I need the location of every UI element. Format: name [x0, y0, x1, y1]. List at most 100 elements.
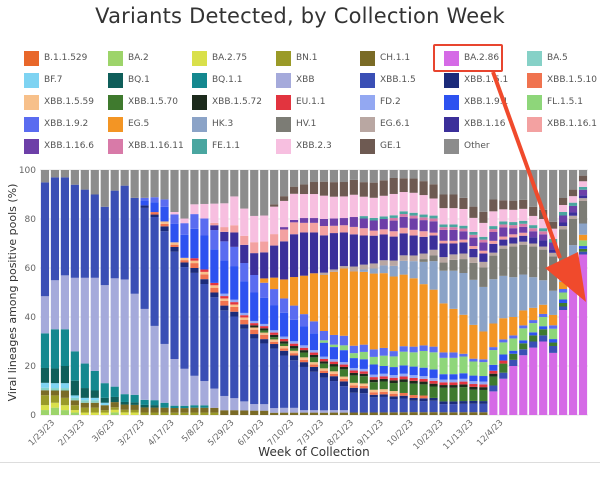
bar-segment	[70, 397, 79, 401]
bar-segment	[80, 363, 89, 389]
bar-segment	[309, 218, 319, 223]
bar-segment	[309, 170, 319, 183]
bar-segment	[160, 221, 169, 224]
legend-item[interactable]: BA.5	[527, 50, 568, 66]
bar-segment	[200, 269, 209, 272]
legend-item[interactable]: XBB	[276, 72, 315, 88]
legend-item[interactable]: BA.2.75	[192, 50, 247, 66]
bar-segment	[319, 342, 329, 357]
bar-segment	[260, 326, 269, 329]
bar-segment	[399, 412, 408, 415]
bar-segment	[529, 335, 538, 342]
bar-segment	[329, 269, 339, 272]
bar-segment	[479, 376, 488, 382]
bar-segment	[489, 323, 498, 348]
bar-segment	[419, 259, 428, 262]
legend-item[interactable]: XBB.1.16.1	[527, 116, 597, 132]
bar-segment	[469, 206, 478, 218]
legend-item[interactable]: XBB.2.3	[276, 138, 332, 154]
bar-segment	[459, 253, 468, 260]
bar-segment	[329, 373, 339, 377]
legend-item[interactable]: EG.5	[108, 116, 149, 132]
legend-item[interactable]: BQ.1.1	[192, 72, 242, 88]
bar-segment	[399, 392, 408, 396]
bar-segment	[319, 272, 329, 275]
legend-item[interactable]: XBB.1.5.59	[24, 94, 94, 110]
bar-segment	[260, 297, 269, 324]
bar-segment	[369, 382, 378, 390]
legend-item[interactable]: BA.2	[108, 50, 149, 66]
bar-segment	[100, 206, 109, 286]
bar-segment	[170, 247, 179, 252]
legend-item[interactable]: XBB.1.16.6	[24, 138, 94, 154]
bar-segment	[429, 218, 438, 222]
bar-segment	[200, 407, 209, 413]
bar-segment	[210, 287, 219, 293]
bar-segment	[220, 298, 229, 301]
stacked-bar-chart: 0 20 40 60 80 100 1/23/23 2/13/23 3/6/23 3/27/23 4…	[6, 166, 588, 459]
bar-segment	[359, 170, 368, 183]
bar-segment	[429, 235, 438, 250]
legend-item[interactable]: XBB.1.5.72	[192, 94, 262, 110]
bar-segment	[150, 214, 159, 218]
x-tick-label: 5/8/23	[180, 418, 206, 444]
legend-item[interactable]: BQ.1	[108, 72, 150, 88]
legend-swatch	[444, 116, 459, 132]
bar-segment	[160, 231, 169, 344]
legend-label: BA.2.75	[212, 53, 248, 63]
legend-item[interactable]: HV.1	[276, 116, 316, 132]
bar-segment	[439, 270, 448, 304]
bar-segment	[529, 225, 538, 229]
bar-segment	[399, 227, 408, 234]
legend-item[interactable]: XBB.1.5	[360, 72, 416, 88]
legend-item[interactable]: FD.2	[360, 94, 401, 110]
x-tick-label: 10/23/23	[412, 418, 446, 452]
bar-segment	[469, 234, 478, 238]
bar-segment	[459, 387, 468, 402]
legend-item[interactable]: EG.6.1	[360, 116, 410, 132]
legend-item[interactable]: XBB.1.5.70	[108, 94, 178, 110]
legend-item[interactable]: XBB.1.16.11	[108, 138, 184, 154]
legend-item[interactable]: EU.1.1	[276, 94, 325, 110]
bar-segment	[479, 239, 488, 243]
bar-segment	[409, 255, 418, 262]
legend-item[interactable]: B.1.1.529	[24, 50, 87, 66]
bar-segment	[389, 375, 398, 378]
bar-segment	[289, 407, 299, 413]
legend-item[interactable]: BF.7	[24, 72, 63, 88]
bar-segment	[319, 331, 329, 341]
bar-segment	[519, 220, 528, 224]
legend-item[interactable]: BA.2.86	[444, 50, 499, 66]
bar-segment	[389, 380, 398, 384]
x-tick-label: 1/23/23	[27, 418, 57, 448]
legend-item[interactable]: GE.1	[360, 138, 401, 154]
legend-item[interactable]: FE.1.1	[192, 138, 240, 154]
legend-swatch	[108, 116, 123, 132]
legend-item[interactable]: HK.3	[192, 116, 233, 132]
bar-segment	[369, 170, 378, 183]
legend-item[interactable]: XBB.1.9.2	[24, 116, 88, 132]
legend-item[interactable]: BN.1	[276, 50, 318, 66]
bar-segment	[568, 274, 578, 278]
bar-segment	[349, 179, 358, 195]
legend-item[interactable]: XBB.1.5.10	[527, 72, 597, 88]
bar-segment	[50, 329, 60, 369]
bar-segment	[70, 405, 79, 411]
bar-segment	[539, 329, 548, 336]
bar-segment	[549, 242, 558, 250]
bar-segment	[309, 182, 319, 195]
legend-item[interactable]: XBB.1.5.1	[444, 72, 508, 88]
legend-item[interactable]: FL.1.5.1	[527, 94, 583, 110]
bar-segment	[499, 342, 508, 355]
bar-segment	[429, 198, 438, 216]
bar-segment	[70, 277, 79, 352]
legend-item[interactable]: XBB.1.9.1	[444, 94, 508, 110]
legend-swatch	[444, 138, 459, 154]
legend-item[interactable]: CH.1.1	[360, 50, 410, 66]
bar-segment	[499, 275, 508, 319]
legend-item[interactable]: XBB.1.16	[444, 116, 505, 132]
bar-segment	[349, 392, 358, 413]
legend-item[interactable]: Other	[444, 138, 490, 154]
x-tick-label: 2/13/23	[57, 418, 87, 448]
bar-segment	[220, 305, 229, 311]
